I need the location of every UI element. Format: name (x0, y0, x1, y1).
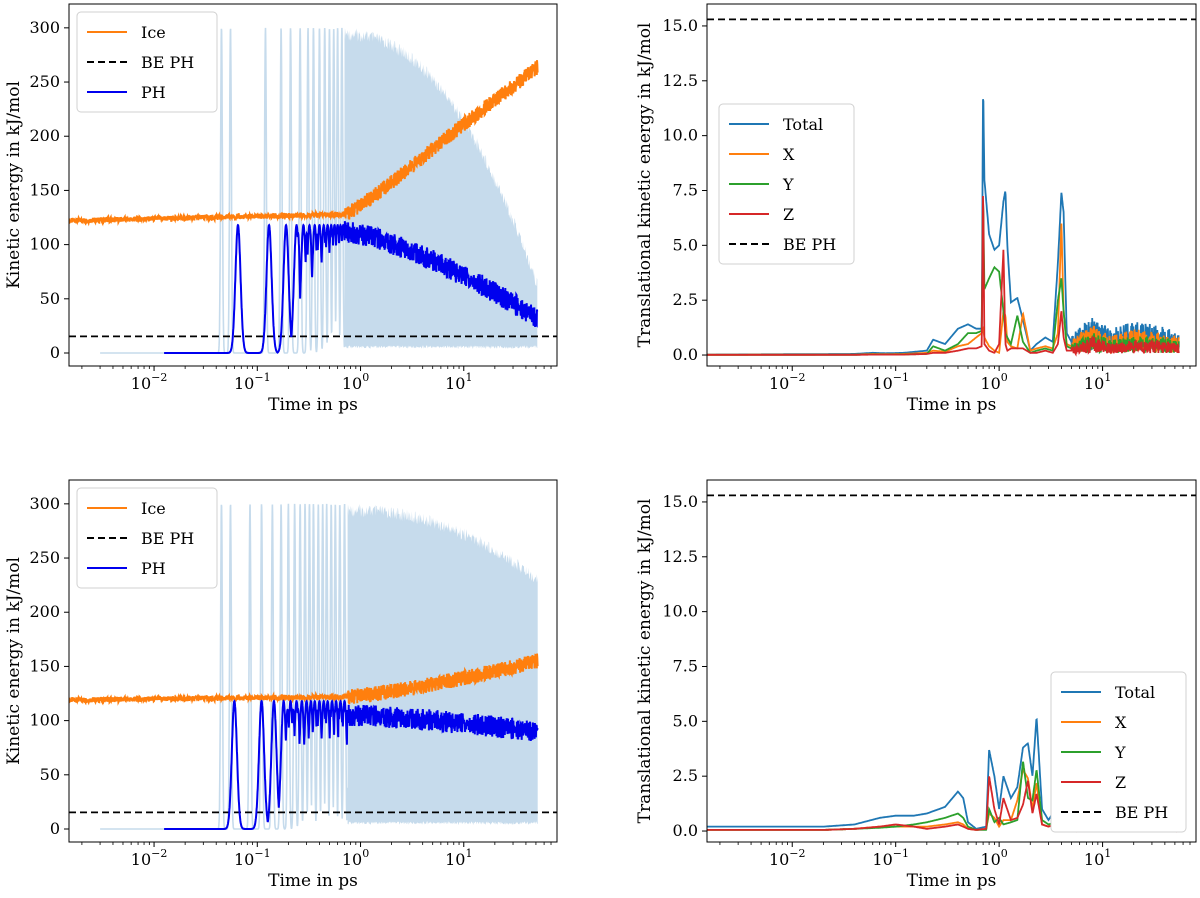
legend: Total XYZ BE PH (718, 103, 855, 265)
series-ice (69, 653, 539, 706)
plot-area (707, 18, 1196, 357)
legend-label: BE PH (141, 53, 194, 72)
legend-label: BE PH (1115, 803, 1168, 822)
y-tick-label: 12.5 (662, 547, 698, 566)
y-tick-label: 100 (29, 235, 60, 254)
x-tick-label: 10−2 (769, 371, 806, 393)
legend-label: PH (141, 559, 166, 578)
axes-frame (68, 479, 558, 843)
x-tick-label: 10−2 (131, 847, 168, 869)
legend-label: Total (783, 115, 823, 134)
y-tick-label: 12.5 (662, 71, 698, 90)
legend: Ice BE PH PH (76, 487, 218, 589)
y-axis-label: Translational kinetic energy in kJ/mol (635, 23, 655, 348)
y-tick-label: 0 (50, 819, 60, 838)
y-tick-label: 150 (29, 180, 60, 199)
x-axis-label: Time in ps (907, 871, 997, 891)
panel-top-left: 10−2 10−1 100 101 0 50 100 150 200 250 300 Time in … (4, 3, 558, 415)
legend-box (718, 103, 855, 265)
y-tick-label: 2.5 (673, 766, 698, 785)
ph-band-fill (344, 27, 538, 349)
y-tick-label: 10.0 (662, 602, 698, 621)
y-tick-label: 0.0 (673, 345, 698, 364)
y-tick-label: 0 (50, 343, 60, 362)
panel-top-right: 10−2 10−1 100 101 0.0 2.5 5.0 7.5 10.0 12.5 15.0 Ti… (635, 3, 1197, 415)
y-tick-label: 200 (29, 602, 60, 621)
x-tick-label: 101 (445, 371, 472, 393)
plot-area (69, 503, 557, 830)
y-tick-label: 5.0 (673, 711, 698, 730)
legend-label: Y (782, 175, 794, 194)
y-tick-label: 300 (29, 18, 60, 37)
x-tick-label: 10−1 (234, 371, 271, 393)
legend-label: Ice (141, 499, 166, 518)
x-axis-label: Time in ps (268, 871, 358, 891)
legend-label: X (1115, 713, 1127, 732)
panel-bottom-right: 10−2 10−1 100 101 0.0 2.5 5.0 7.5 10.0 12.5 15.0 Ti… (635, 479, 1197, 891)
x-axis-label: Time in ps (268, 395, 358, 415)
legend-label: BE PH (783, 235, 836, 254)
legend-label: PH (141, 83, 166, 102)
axes-frame (706, 479, 1197, 843)
series-ice (69, 60, 539, 227)
legend-label: Total (1115, 683, 1155, 702)
x-tick-label: 101 (1084, 847, 1111, 869)
legend-label: Z (783, 205, 794, 224)
x-tick-label: 101 (445, 847, 472, 869)
y-tick-label: 5.0 (673, 235, 698, 254)
x-tick-label: 100 (342, 847, 369, 869)
legend-label: X (783, 145, 795, 164)
y-tick-label: 15.0 (662, 16, 698, 35)
x-tick-label: 10−2 (769, 847, 806, 869)
x-tick-label: 100 (980, 847, 1007, 869)
y-tick-label: 7.5 (673, 656, 698, 675)
y-tick-label: 50 (40, 765, 60, 784)
y-tick-label: 300 (29, 494, 60, 513)
ph-band-spikes (100, 503, 349, 830)
legend: Ice BE PH PH (76, 11, 218, 113)
ph-band-spikes (100, 27, 346, 354)
legend-label: Z (1115, 773, 1126, 792)
x-tick-label: 10−1 (872, 847, 909, 869)
panel-bottom-left: 10−2 10−1 100 101 0 50 100 150 200 250 300 Time in … (4, 479, 558, 891)
y-tick-label: 0.0 (673, 821, 698, 840)
x-tick-label: 10−1 (872, 371, 909, 393)
series-z (707, 195, 1180, 357)
y-tick-label: 10.0 (662, 126, 698, 145)
x-tick-label: 10−2 (131, 371, 168, 393)
y-tick-label: 50 (40, 289, 60, 308)
axes-frame (68, 3, 558, 367)
x-tick-label: 100 (980, 371, 1007, 393)
y-tick-label: 7.5 (673, 180, 698, 199)
x-tick-label: 100 (342, 371, 369, 393)
y-tick-label: 150 (29, 656, 60, 675)
legend-label: Ice (141, 23, 166, 42)
axes-frame (706, 3, 1197, 367)
x-axis-label: Time in ps (907, 395, 997, 415)
y-axis-label: Translational kinetic energy in kJ/mol (635, 499, 655, 824)
y-tick-label: 250 (29, 548, 60, 567)
legend-box (1050, 671, 1187, 833)
y-axis-label: Kinetic energy in kJ/mol (4, 81, 24, 289)
legend: Total XYZ BE PH (1050, 671, 1187, 833)
y-axis-label: Kinetic energy in kJ/mol (4, 557, 24, 765)
series-ph (164, 221, 539, 354)
ph-band-fill (347, 503, 538, 825)
y-tick-label: 100 (29, 711, 60, 730)
legend-box (76, 487, 218, 589)
y-tick-label: 250 (29, 72, 60, 91)
legend-box (76, 11, 218, 113)
y-tick-label: 15.0 (662, 492, 698, 511)
x-tick-label: 10−1 (234, 847, 271, 869)
y-tick-label: 200 (29, 126, 60, 145)
legend-label: Y (1114, 743, 1126, 762)
legend-label: BE PH (141, 529, 194, 548)
y-tick-label: 2.5 (673, 290, 698, 309)
plot-area (69, 27, 557, 354)
series-ph (164, 699, 539, 830)
x-tick-label: 101 (1084, 371, 1111, 393)
